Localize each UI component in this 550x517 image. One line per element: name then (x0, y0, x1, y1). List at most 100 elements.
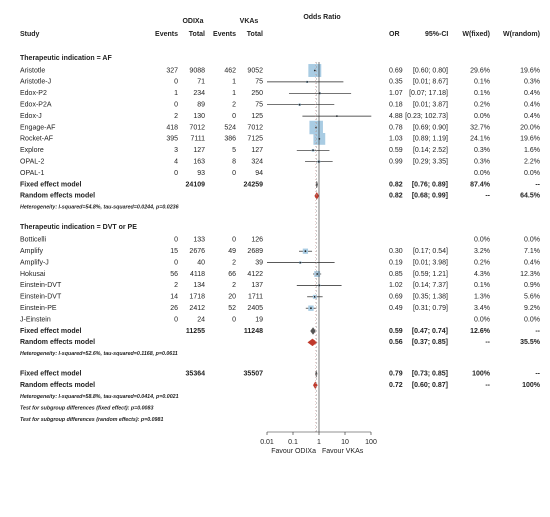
total: 11248 (244, 328, 263, 335)
confidence-interval: [0.01; 3.87] (413, 102, 448, 109)
point-estimate (310, 307, 312, 310)
weight-fixed: 12.6% (470, 328, 491, 335)
study-name: Einstein-DVT (20, 282, 62, 289)
summary-diamond (312, 381, 318, 390)
odds-ratio: 1.03 (389, 136, 403, 143)
weight-fixed: -- (485, 339, 490, 346)
confidence-interval: [0.68; 0.99] (412, 193, 448, 200)
total: 2405 (247, 305, 263, 312)
study-name: Einstein-DVT (20, 294, 62, 301)
odds-ratio: 0.85 (389, 271, 403, 278)
total: 1718 (189, 294, 205, 301)
study-name: Engage-AF (20, 124, 55, 131)
odds-ratio: 0.19 (389, 259, 403, 266)
study-name: Einstein-PE (20, 305, 57, 312)
total: 75 (255, 79, 263, 86)
total: 24259 (244, 181, 264, 188)
total: 4122 (247, 271, 263, 278)
confidence-interval: [0.17; 0.54] (413, 248, 448, 255)
header: Events (155, 31, 178, 38)
confidence-interval: [0.37; 0.85] (412, 339, 448, 346)
events: 0 (174, 170, 178, 177)
total: 130 (193, 113, 205, 120)
events: 1 (174, 90, 178, 97)
confidence-interval: [0.01; 3.98] (413, 259, 448, 266)
events: 3 (174, 147, 178, 154)
weight-random: 0.4% (524, 259, 540, 266)
header: W(random) (503, 31, 540, 38)
odds-ratio: 0.72 (389, 382, 403, 389)
odds-ratio: 0.59 (389, 328, 403, 335)
total: 7012 (189, 124, 205, 131)
odds-ratio: 0.35 (389, 79, 403, 86)
confidence-interval: [0.14; 2.52] (413, 147, 448, 154)
heterogeneity: Heterogeneity: I-squared=58.8%, tau-squa… (20, 394, 179, 400)
confidence-interval: [0.59; 1.21] (413, 271, 448, 278)
weight-fixed: -- (485, 382, 490, 389)
point-estimate (316, 273, 319, 275)
odds-ratio: 0.82 (389, 181, 403, 188)
odds-ratio: 0.59 (389, 147, 403, 154)
events: 2 (232, 282, 236, 289)
weight-fixed: 0.0% (474, 170, 490, 177)
events: 0 (174, 316, 178, 323)
events: 2 (232, 102, 236, 109)
total: 4118 (190, 271, 205, 278)
total: 7111 (190, 136, 205, 143)
weight-random: 5.6% (524, 294, 540, 301)
weight-fixed: 0.1% (474, 282, 490, 289)
events: 0 (174, 237, 178, 244)
events: 66 (228, 271, 236, 278)
weight-random: 0.4% (524, 113, 540, 120)
chart-title: Odds Ratio (303, 14, 340, 21)
point-estimate (318, 92, 321, 95)
weight-fixed: 0.1% (474, 79, 490, 86)
summary-diamond (307, 338, 318, 347)
weight-random: -- (535, 181, 540, 188)
events: 2 (174, 113, 178, 120)
weight-random: -- (535, 328, 540, 335)
weight-fixed: 0.1% (474, 90, 490, 97)
weight-fixed: 29.6% (470, 67, 490, 74)
total: 324 (251, 159, 263, 166)
confidence-interval: [0.14; 7.37] (413, 282, 448, 289)
events: 8 (232, 159, 236, 166)
events: 1 (232, 90, 236, 97)
study-name: Edox-P2 (20, 90, 47, 97)
heterogeneity: Heterogeneity: I-squared=52.6%, tau-squa… (20, 351, 178, 357)
weight-random: 0.3% (524, 79, 540, 86)
events: 2 (174, 282, 178, 289)
study-name: Amplify-J (20, 259, 49, 266)
weight-fixed: -- (485, 193, 490, 200)
odds-ratio: 1.02 (389, 282, 403, 289)
odds-ratio: 1.07 (389, 90, 403, 97)
confidence-interval: [0.31; 0.79] (413, 305, 448, 312)
point-estimate (312, 149, 314, 152)
point-estimate (335, 115, 338, 117)
odds-ratio: 0.49 (389, 305, 403, 312)
events: 395 (166, 136, 178, 143)
odds-ratio: 4.88 (389, 113, 403, 120)
confidence-interval: [0.47; 0.74] (412, 328, 448, 335)
total: 35364 (186, 371, 206, 378)
weight-fixed: 24.1% (470, 136, 490, 143)
point-estimate (298, 103, 301, 106)
total: 133 (193, 237, 205, 244)
x-tick-label: 100 (365, 439, 377, 446)
study-name: Aristotle-J (20, 79, 51, 86)
weight-fixed: 3.4% (474, 305, 490, 312)
events: 1 (232, 79, 236, 86)
study-name: Edox-P2A (20, 102, 52, 109)
header: Total (247, 31, 263, 38)
total: 163 (193, 159, 205, 166)
events: 52 (228, 305, 236, 312)
header: Total (189, 31, 205, 38)
summary-diamond (315, 370, 318, 378)
x-axis-label: Favour VKAs (322, 448, 364, 455)
confidence-interval: [0.29; 3.35] (413, 159, 448, 166)
x-tick-label: 10 (341, 439, 349, 446)
total: 19 (255, 316, 263, 323)
study-name: Aristotle (20, 67, 45, 74)
events: 462 (224, 67, 236, 74)
